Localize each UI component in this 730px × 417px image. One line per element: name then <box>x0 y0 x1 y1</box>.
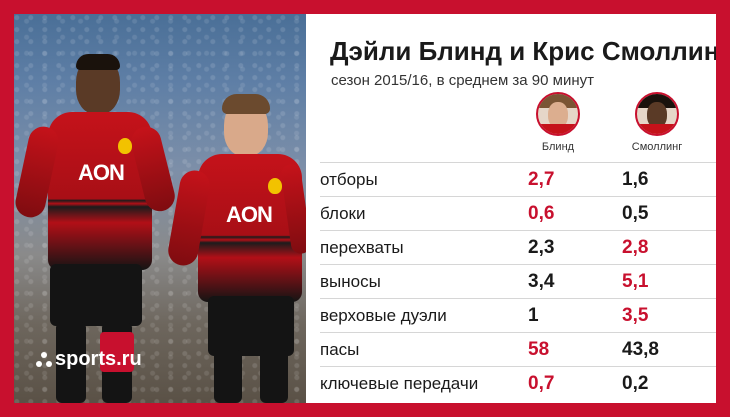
player-sock <box>100 332 134 372</box>
player-leg <box>260 350 288 403</box>
blind-value: 1 <box>528 304 539 326</box>
blind-value: 2,3 <box>528 236 555 258</box>
player-hair <box>76 54 120 70</box>
infographic-card: AON AON sports.ru <box>14 14 716 403</box>
jersey-sponsor-logo: AON <box>226 202 273 227</box>
player-shorts <box>208 296 294 356</box>
column-header-smalling: Смоллинг <box>622 92 692 153</box>
stat-label: перехваты <box>320 237 404 257</box>
table-row: пасы 58 43,8 <box>320 332 716 367</box>
stat-label: отборы <box>320 169 378 189</box>
smalling-value: 43,8 <box>622 338 659 360</box>
smalling-value: 0,2 <box>622 372 649 394</box>
stat-label: ключевые передачи <box>320 373 479 393</box>
column-name-smalling: Смоллинг <box>631 141 683 153</box>
stat-label: блоки <box>320 203 366 223</box>
smalling-value: 1,6 <box>622 168 649 190</box>
blind-value: 0,6 <box>528 202 555 224</box>
blind-value: 2,7 <box>528 168 555 190</box>
players-photo: AON AON sports.ru <box>14 14 306 403</box>
player-leg <box>214 350 242 403</box>
blind-value: 0,7 <box>528 372 555 394</box>
table-row: отборы 2,7 1,6 <box>320 162 716 197</box>
stat-label: выносы <box>320 271 381 291</box>
stats-table: отборы 2,7 1,6 блоки 0,6 0,5 перехваты 2… <box>320 162 716 401</box>
brand-dots-icon <box>36 351 52 368</box>
player-leg <box>56 322 86 403</box>
table-row: блоки 0,6 0,5 <box>320 196 716 231</box>
blind-value: 58 <box>528 338 550 360</box>
club-crest <box>118 138 132 154</box>
player-hair <box>222 94 270 114</box>
smalling-value: 5,1 <box>622 270 649 292</box>
smalling-value: 3,5 <box>622 304 649 326</box>
infographic-title: Дэйли Блинд и Крис Смоллинг <box>330 36 716 66</box>
table-row: верховые дуэли 1 3,5 <box>320 298 716 333</box>
table-row: выносы 3,4 5,1 <box>320 264 716 299</box>
brand-logo: sports.ru <box>36 348 142 371</box>
column-name-blind: Блинд <box>541 141 575 153</box>
smalling-value: 2,8 <box>622 236 649 258</box>
smalling-avatar <box>635 92 679 136</box>
player-shorts <box>50 264 142 326</box>
jersey-sponsor-logo: AON <box>78 160 125 185</box>
table-row: ключевые передачи 0,7 0,2 <box>320 366 716 401</box>
table-row: перехваты 2,3 2,8 <box>320 230 716 265</box>
column-header-blind: Блинд <box>528 92 588 153</box>
blind-value: 3,4 <box>528 270 555 292</box>
stat-label: верховые дуэли <box>320 305 447 325</box>
stat-label: пасы <box>320 339 360 359</box>
blind-avatar <box>536 92 580 136</box>
brand-name: sports.ru <box>55 348 142 370</box>
infographic-subtitle: сезон 2015/16, в среднем за 90 минут <box>331 72 595 89</box>
club-crest <box>268 178 282 194</box>
smalling-value: 0,5 <box>622 202 649 224</box>
